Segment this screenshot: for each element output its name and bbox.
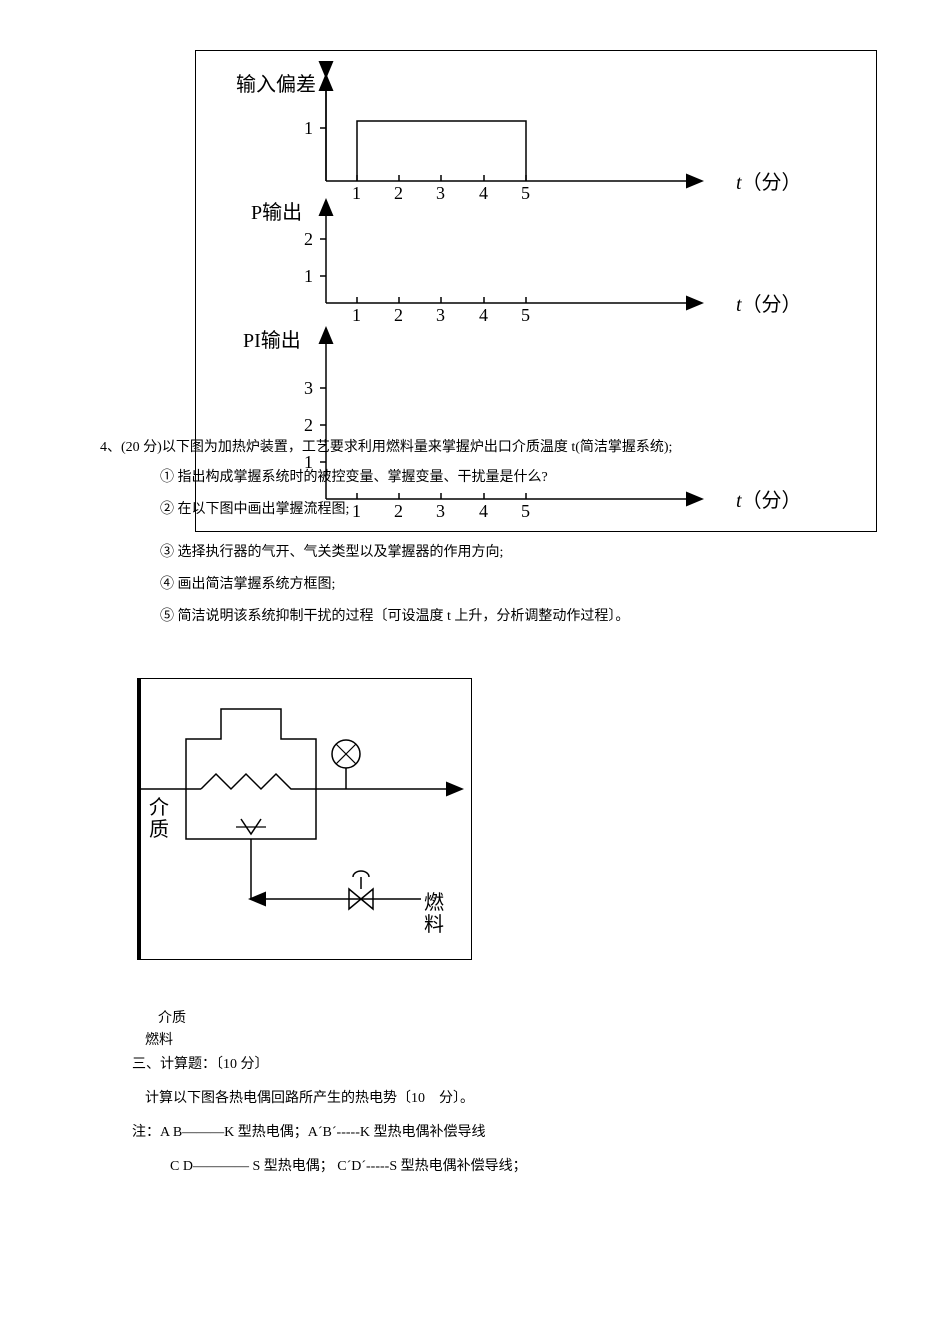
svg-text:1: 1 xyxy=(304,118,313,138)
q4-item-2: ② 在以下图中画出掌握流程图; xyxy=(160,497,349,522)
q4-item-1: ① 指出构成掌握系统时的被控变量、掌握变量、干扰量是什么? xyxy=(160,465,548,490)
svg-text:3: 3 xyxy=(436,305,445,325)
svg-text:5: 5 xyxy=(521,501,530,521)
chart1-title: 输入偏差 xyxy=(236,73,316,96)
mid-l2: 燃料 xyxy=(145,1028,173,1053)
svg-text:2: 2 xyxy=(304,229,313,249)
svg-text:1: 1 xyxy=(352,305,361,325)
svg-text:介: 介 xyxy=(149,796,169,819)
sec3-l1: 计算以下图各热电偶回路所产生的热电势〔10 分〕。 xyxy=(145,1086,474,1111)
svg-text:5: 5 xyxy=(521,305,530,325)
svg-text:燃: 燃 xyxy=(424,891,444,914)
svg-text:2: 2 xyxy=(394,183,403,203)
svg-text:1: 1 xyxy=(352,183,361,203)
sec3-note2: C D———— S 型热电偶； C´D´-----S 型热电偶补偿导线； xyxy=(170,1154,527,1179)
svg-text:3: 3 xyxy=(436,501,445,521)
svg-text:4: 4 xyxy=(479,501,488,521)
svg-text:质: 质 xyxy=(149,818,169,841)
svg-text:2: 2 xyxy=(394,305,403,325)
svg-text:t（分）: t（分） xyxy=(736,171,802,194)
furnace-border: 介 质 燃 料 xyxy=(137,678,472,960)
q4-item-3: ③ 选择执行器的气开、气关类型以及掌握器的作用方向; xyxy=(160,540,503,565)
sec3-note1: 注：A B———K 型热电偶；A´B´-----K 型热电偶补偿导线 xyxy=(132,1120,485,1145)
page: 1 1 2 3 4 5 输入偏差 t（分） 1 2 1 xyxy=(0,0,950,1344)
q4-head: 4、(20 分)以下图为加热炉装置，工艺要求利用燃料量来掌握炉出口介质温度 t(… xyxy=(100,435,672,460)
svg-text:3: 3 xyxy=(304,378,313,398)
svg-text:3: 3 xyxy=(436,183,445,203)
svg-text:1: 1 xyxy=(304,266,313,286)
svg-text:2: 2 xyxy=(304,415,313,435)
svg-text:料: 料 xyxy=(424,913,444,936)
q4-item-5: ⑤ 简洁说明该系统抑制干扰的过程〔可设温度 t 上升，分析调整动作过程〕。 xyxy=(160,604,629,629)
svg-text:1: 1 xyxy=(352,501,361,521)
svg-text:t（分）: t（分） xyxy=(736,293,802,316)
svg-text:5: 5 xyxy=(521,183,530,203)
chart3-title: PI输出 xyxy=(243,329,301,352)
sec3-head: 三、计算题：〔10 分〕 xyxy=(132,1052,269,1077)
chart2-title: P输出 xyxy=(251,201,302,224)
q4-item-4: ④ 画出简洁掌握系统方框图; xyxy=(160,572,335,597)
furnace-svg: 介 质 燃 料 xyxy=(141,679,471,959)
svg-text:4: 4 xyxy=(479,183,488,203)
svg-text:4: 4 xyxy=(479,305,488,325)
svg-text:2: 2 xyxy=(394,501,403,521)
svg-text:t（分）: t（分） xyxy=(736,489,802,512)
